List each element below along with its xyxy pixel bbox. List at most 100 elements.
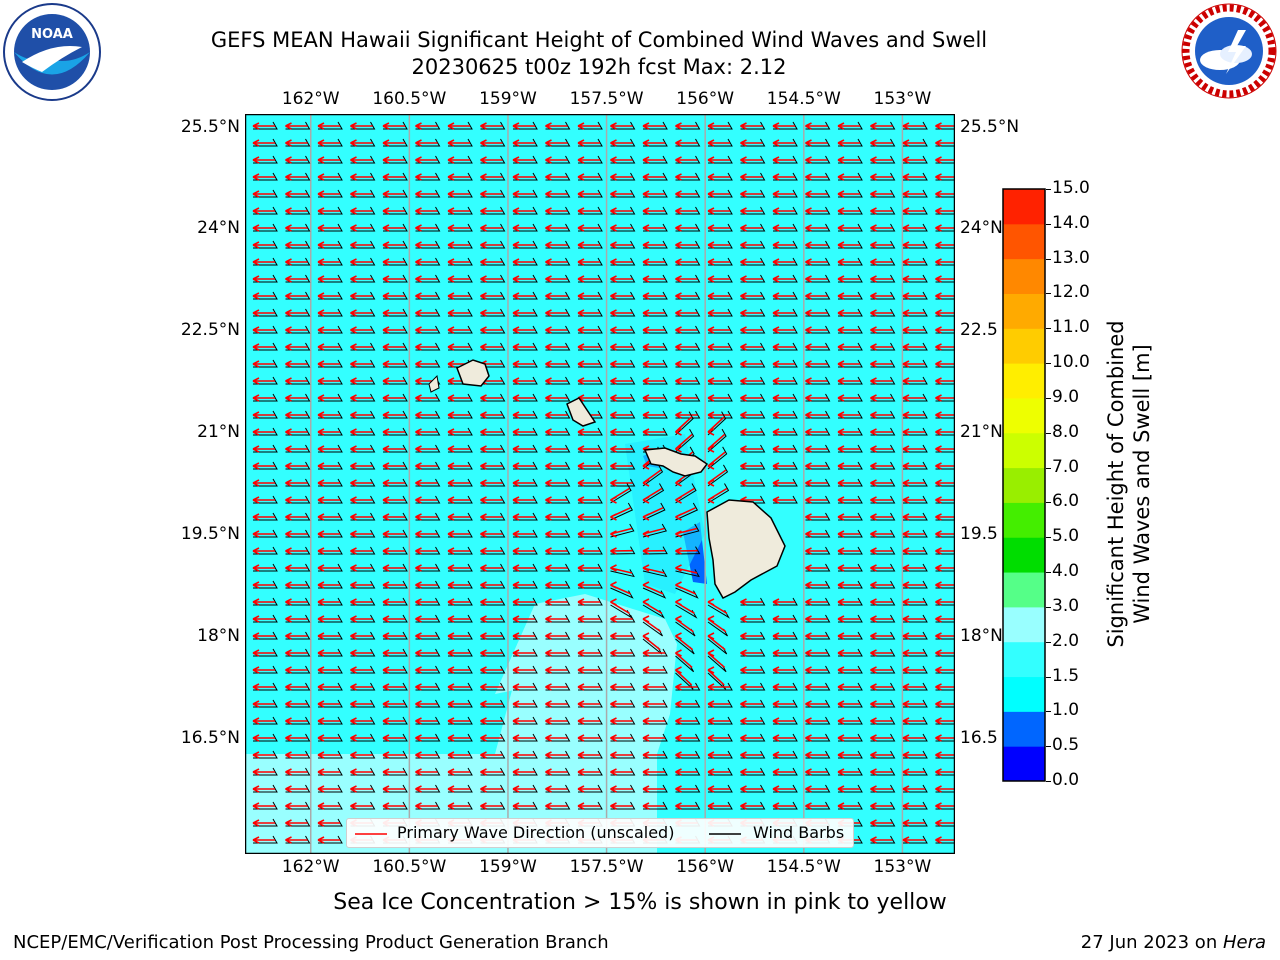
wave-direction-arrow [610, 292, 633, 300]
wind-barb [285, 325, 311, 334]
wind-barb [643, 291, 668, 300]
wind-barb [285, 291, 311, 300]
wave-direction-arrow [902, 360, 925, 368]
wave-direction-arrow [577, 530, 600, 538]
wave-direction-arrow [707, 416, 725, 436]
wind-barb [415, 308, 441, 317]
wind-barb [415, 563, 441, 572]
wave-direction-arrow [577, 462, 600, 470]
wave-direction-arrow [642, 469, 662, 487]
bottom-lon-tick-label: 159°W [479, 857, 537, 877]
top-lon-tick-label: 160.5°W [372, 89, 447, 109]
wind-barb [318, 121, 343, 130]
noaa-logo: NOAA [3, 3, 101, 101]
wind-barb [805, 393, 831, 402]
wave-direction-arrow [447, 581, 470, 589]
wind-barb [838, 342, 863, 351]
wave-direction-arrow [480, 241, 503, 249]
wave-direction-arrow [447, 411, 470, 419]
wind-barb [643, 410, 668, 419]
wave-direction-arrow [512, 411, 535, 419]
wave-direction-arrow [382, 768, 405, 776]
wave-direction-arrow [707, 487, 728, 504]
colorbar-tick-mark [1046, 467, 1051, 469]
wave-direction-arrow [837, 717, 860, 725]
wave-direction-arrow [642, 683, 665, 691]
wave-direction-arrow [252, 394, 275, 402]
wave-direction-arrow [707, 377, 730, 385]
wind-barb [838, 699, 863, 708]
wave-direction-arrow [707, 802, 730, 810]
wave-direction-arrow [577, 615, 600, 623]
wind-barb [415, 733, 441, 742]
wave-direction-arrow [870, 768, 893, 776]
wave-direction-arrow [610, 326, 633, 334]
wave-direction-arrow [772, 649, 795, 657]
wind-barb [935, 196, 955, 198]
wind-barb [350, 342, 376, 351]
wind-barb [870, 342, 896, 351]
wave-direction-arrow [350, 343, 373, 351]
wave-direction-arrow [870, 683, 893, 691]
wind-barb [383, 223, 408, 232]
wind-barb [870, 393, 896, 402]
wave-direction-arrow [577, 343, 600, 351]
wind-barb [773, 801, 798, 810]
wind-barb [285, 495, 311, 504]
wave-direction-arrow [642, 343, 665, 351]
wave-direction-arrow [350, 683, 373, 691]
wind-barb [318, 410, 343, 419]
wave-direction-arrow [740, 700, 763, 708]
wind-barb [545, 461, 571, 470]
wind-barb [838, 240, 863, 249]
wind-barb [350, 648, 376, 657]
wave-direction-arrow [545, 564, 568, 572]
wave-direction-arrow [512, 139, 535, 147]
wind-barb [708, 257, 733, 266]
wind-barb [610, 121, 636, 130]
wind-barb [415, 410, 441, 419]
wind-barb [383, 750, 408, 759]
wave-direction-arrow [252, 445, 275, 453]
wind-barb [805, 767, 831, 776]
wind-barb [805, 631, 831, 640]
wind-barb [480, 257, 506, 266]
wind-barb [870, 835, 896, 844]
wind-barb [578, 580, 603, 589]
wave-direction-arrow [902, 717, 925, 725]
wave-direction-arrow [382, 139, 405, 147]
wind-barb [350, 716, 376, 725]
wave-direction-arrow [545, 258, 568, 266]
wind-barb [350, 138, 376, 147]
wind-barb [903, 699, 928, 708]
wind-barb [545, 580, 571, 589]
colorbar-segment [1003, 746, 1045, 782]
wind-barb [318, 597, 343, 606]
wave-direction-arrow [545, 462, 568, 470]
wave-direction-arrow [285, 343, 308, 351]
wind-barb [513, 376, 538, 385]
wind-barb [740, 206, 766, 215]
wind-barb [838, 648, 863, 657]
wave-direction-arrow [610, 527, 632, 538]
wave-direction-arrow [902, 666, 925, 674]
wave-direction-arrow [285, 836, 308, 844]
wind-barb [253, 529, 278, 538]
wind-barb [578, 767, 603, 776]
wind-barb [383, 495, 408, 504]
wave-direction-arrow [642, 377, 665, 385]
wave-direction-arrow [870, 156, 893, 164]
wave-direction-arrow [447, 309, 470, 317]
wave-direction-arrow [512, 173, 535, 181]
wind-barb [805, 597, 831, 606]
wave-direction-arrow [805, 394, 828, 402]
wind-barb [773, 240, 798, 249]
wind-barb [480, 767, 506, 776]
wave-direction-arrow [642, 598, 663, 614]
wave-direction-arrow [317, 122, 340, 130]
colorbar-tick-label: 5.0 [1052, 526, 1080, 547]
colorbar [1002, 188, 1046, 782]
top-lon-tick-label: 162°W [281, 89, 340, 109]
wind-barb [415, 240, 441, 249]
wind-barb [773, 155, 798, 164]
